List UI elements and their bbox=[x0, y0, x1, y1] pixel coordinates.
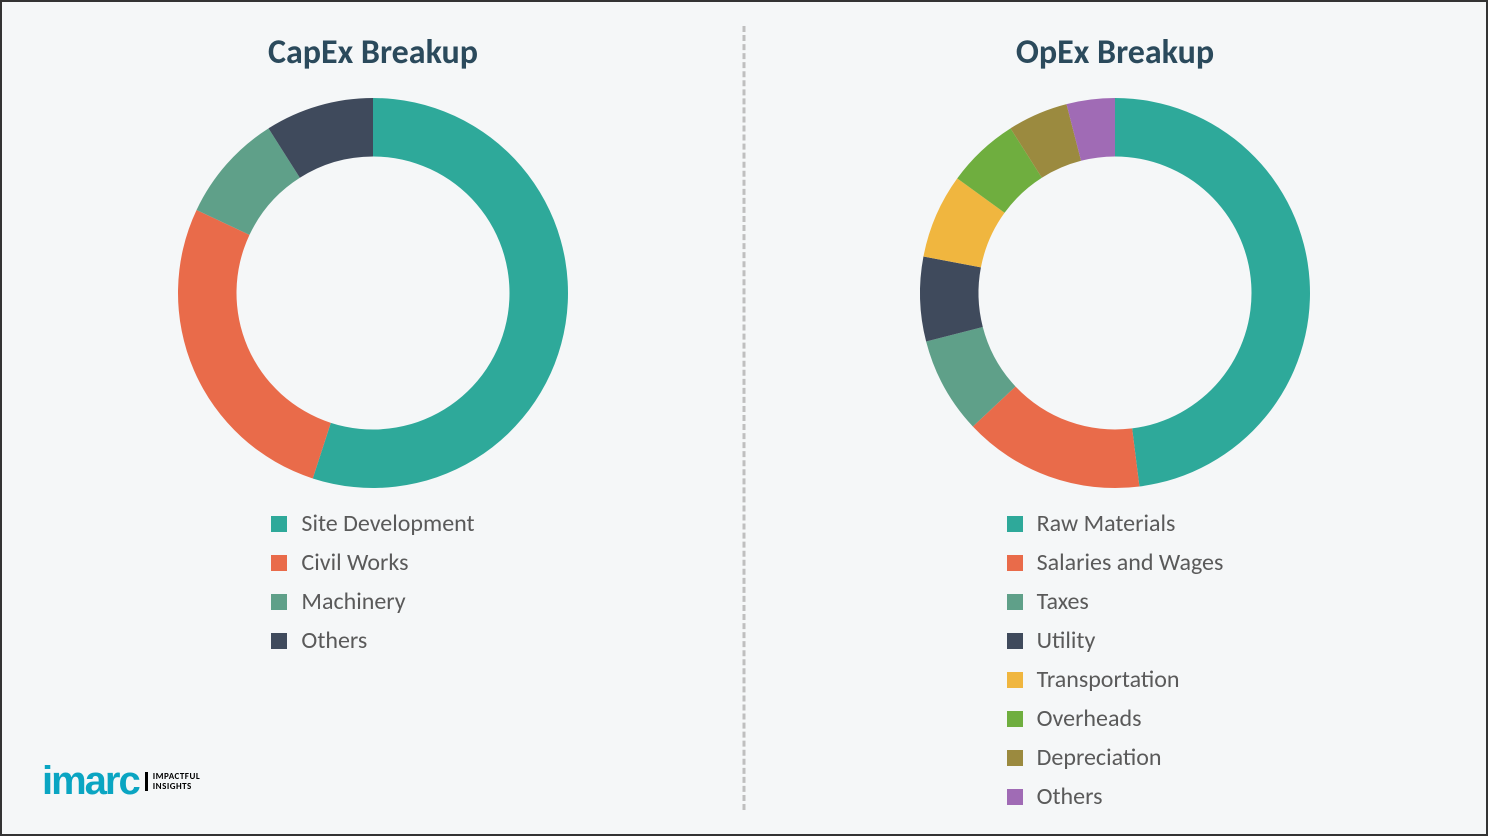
capex-chart-wrap bbox=[163, 83, 583, 503]
legend-label: Raw Materials bbox=[1037, 509, 1176, 538]
legend-label: Civil Works bbox=[301, 548, 408, 577]
legend-swatch bbox=[1007, 633, 1023, 649]
logo-tagline-2: INSIGHTS bbox=[153, 781, 192, 792]
legend-swatch bbox=[1007, 555, 1023, 571]
legend-item: Raw Materials bbox=[1007, 509, 1224, 538]
logo-text: imarc bbox=[42, 759, 139, 804]
legend-label: Salaries and Wages bbox=[1037, 548, 1224, 577]
legend-item: Overheads bbox=[1007, 704, 1224, 733]
legend-swatch bbox=[271, 633, 287, 649]
legend-label: Others bbox=[1037, 782, 1103, 811]
brand-logo: imarc IMPACTFUL INSIGHTS bbox=[42, 759, 200, 804]
donut-slice bbox=[920, 256, 983, 341]
legend-item: Machinery bbox=[271, 587, 474, 616]
legend-item: Depreciation bbox=[1007, 743, 1224, 772]
opex-panel: OpEx Breakup Raw Materials Salaries and W… bbox=[744, 2, 1486, 834]
legend-swatch bbox=[271, 594, 287, 610]
legend-label: Transportation bbox=[1037, 665, 1180, 694]
legend-item: Others bbox=[271, 626, 474, 655]
legend-swatch bbox=[271, 516, 287, 532]
legend-item: Civil Works bbox=[271, 548, 474, 577]
legend-label: Utility bbox=[1037, 626, 1096, 655]
opex-title: OpEx Breakup bbox=[1016, 32, 1214, 73]
opex-chart-wrap bbox=[905, 83, 1325, 503]
legend-label: Overheads bbox=[1037, 704, 1142, 733]
legend-label: Taxes bbox=[1037, 587, 1089, 616]
legend-item: Site Development bbox=[271, 509, 474, 538]
legend-swatch bbox=[1007, 711, 1023, 727]
capex-panel: CapEx Breakup Site Development Civil Work… bbox=[2, 2, 744, 834]
legend-item: Utility bbox=[1007, 626, 1224, 655]
donut-slice bbox=[178, 210, 331, 478]
legend-swatch bbox=[1007, 594, 1023, 610]
capex-title: CapEx Breakup bbox=[268, 32, 478, 73]
main-container: CapEx Breakup Site Development Civil Work… bbox=[2, 2, 1486, 834]
logo-tagline: IMPACTFUL INSIGHTS bbox=[145, 772, 200, 791]
opex-legend: Raw Materials Salaries and Wages Taxes Util… bbox=[1007, 509, 1224, 811]
legend-swatch bbox=[1007, 789, 1023, 805]
legend-item: Taxes bbox=[1007, 587, 1224, 616]
legend-label: Depreciation bbox=[1037, 743, 1162, 772]
legend-label: Others bbox=[301, 626, 367, 655]
opex-donut-chart bbox=[915, 93, 1315, 493]
legend-item: Salaries and Wages bbox=[1007, 548, 1224, 577]
capex-donut-chart bbox=[173, 93, 573, 493]
legend-swatch bbox=[1007, 516, 1023, 532]
legend-label: Machinery bbox=[301, 587, 405, 616]
donut-slice bbox=[1115, 98, 1310, 486]
legend-swatch bbox=[1007, 750, 1023, 766]
legend-swatch bbox=[271, 555, 287, 571]
legend-item: Others bbox=[1007, 782, 1224, 811]
legend-item: Transportation bbox=[1007, 665, 1224, 694]
vertical-divider bbox=[743, 26, 746, 810]
capex-legend: Site Development Civil Works Machinery Othe… bbox=[271, 509, 474, 655]
legend-label: Site Development bbox=[301, 509, 474, 538]
legend-swatch bbox=[1007, 672, 1023, 688]
